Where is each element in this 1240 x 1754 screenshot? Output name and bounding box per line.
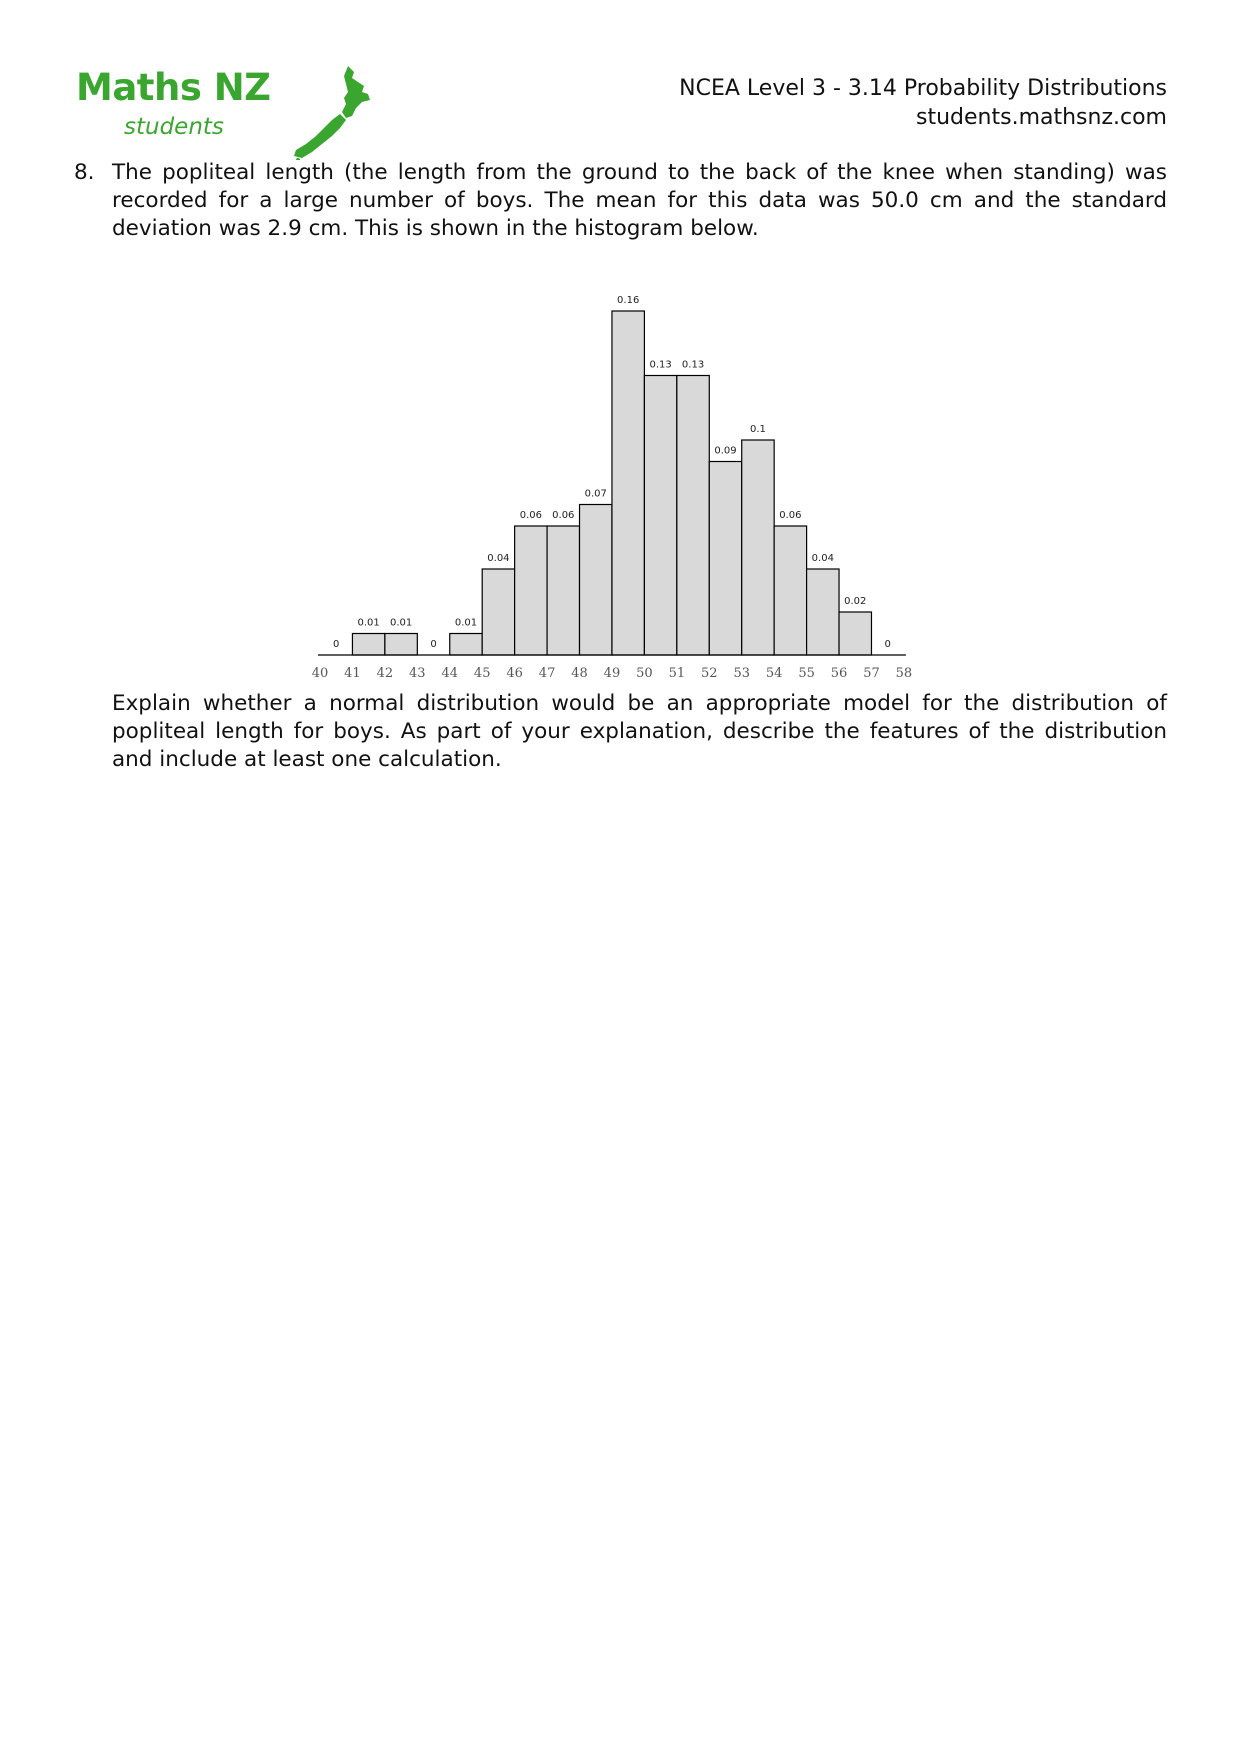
maths-nz-logo: Maths NZ students	[76, 64, 370, 160]
x-tick-label: 46	[506, 666, 523, 681]
x-tick-label: 45	[474, 666, 491, 681]
bar-data-label: 0.13	[649, 360, 671, 371]
header-site: students.mathsnz.com	[916, 105, 1167, 130]
question-number: 8.	[74, 160, 95, 185]
bar-data-label: 0.06	[520, 510, 542, 521]
bar-data-label: 0.04	[487, 553, 509, 564]
bar-data-label: 0.16	[617, 295, 639, 306]
bar-data-label: 0.06	[779, 510, 801, 521]
bar-data-label: 0.1	[750, 424, 766, 435]
histogram-bar-45-46	[481, 568, 516, 656]
histogram-bar-42-43	[384, 632, 418, 656]
x-tick-label: 52	[701, 666, 718, 681]
bar-data-label: 0.09	[714, 446, 736, 457]
bar-data-label: 0	[885, 639, 891, 650]
question-text: The popliteal length (the length from th…	[112, 160, 1167, 241]
page-header: NCEA Level 3 - 3.14 Probability Distribu…	[679, 74, 1167, 132]
x-tick-label: 42	[377, 666, 394, 681]
x-tick-label: 55	[798, 666, 815, 681]
x-tick-label: 58	[896, 666, 913, 681]
bar-data-label: 0.04	[812, 553, 834, 564]
histogram-bar-56-57	[838, 611, 873, 656]
explanation-prompt: Explain whether a normal distribution wo…	[112, 691, 1167, 772]
x-tick-label: 47	[539, 666, 556, 681]
histogram-bar-46-47	[514, 525, 548, 656]
histogram-bar-44-45	[449, 632, 483, 656]
new-zealand-map-icon	[294, 66, 370, 160]
x-tick-label: 57	[863, 666, 880, 681]
bar-data-label: 0.02	[844, 596, 866, 607]
histogram-bar-47-48	[546, 525, 581, 656]
histogram-bar-54-55	[773, 525, 808, 656]
logo-sub-text: students	[124, 114, 224, 140]
x-tick-label: 51	[669, 666, 686, 681]
bar-data-label: 0.13	[682, 360, 704, 371]
bar-data-label: 0.06	[552, 510, 574, 521]
histogram-bar-51-52	[676, 374, 710, 656]
bar-data-label: 0.01	[455, 618, 477, 629]
histogram-bar-50-51	[643, 374, 678, 656]
x-tick-label: 41	[344, 666, 361, 681]
histogram-bar-52-53	[708, 460, 743, 656]
bar-data-label: 0	[430, 639, 436, 650]
x-tick-label: 44	[441, 666, 458, 681]
bar-data-label: 0.01	[390, 618, 412, 629]
histogram-chart: 0 0.01 0.01 0 0.01 0.04 0.06 0.06 0.07 0.16 0.13 0.…	[312, 295, 913, 681]
x-tick-label: 56	[831, 666, 848, 681]
histogram-bar-55-56	[806, 568, 840, 656]
x-tick-label: 48	[571, 666, 588, 681]
histogram-bar-49-50	[611, 310, 645, 656]
bar-data-label: 0	[333, 639, 339, 650]
x-tick-label: 49	[604, 666, 621, 681]
bar-data-label: 0.01	[358, 618, 380, 629]
x-tick-label: 54	[766, 666, 783, 681]
histogram-bar-48-49	[578, 503, 613, 656]
histogram-bar-53-54	[741, 439, 775, 656]
x-tick-label: 43	[409, 666, 426, 681]
bar-data-label: 0.07	[585, 489, 607, 500]
logo-main-text: Maths NZ	[76, 66, 271, 109]
question-block: 8. The popliteal length (the length from…	[74, 159, 1167, 243]
header-title: NCEA Level 3 - 3.14 Probability Distribu…	[679, 76, 1167, 101]
histogram-bar-41-42	[351, 632, 386, 656]
x-tick-label: 53	[733, 666, 750, 681]
x-tick-label: 40	[312, 666, 329, 681]
x-tick-label: 50	[636, 666, 653, 681]
